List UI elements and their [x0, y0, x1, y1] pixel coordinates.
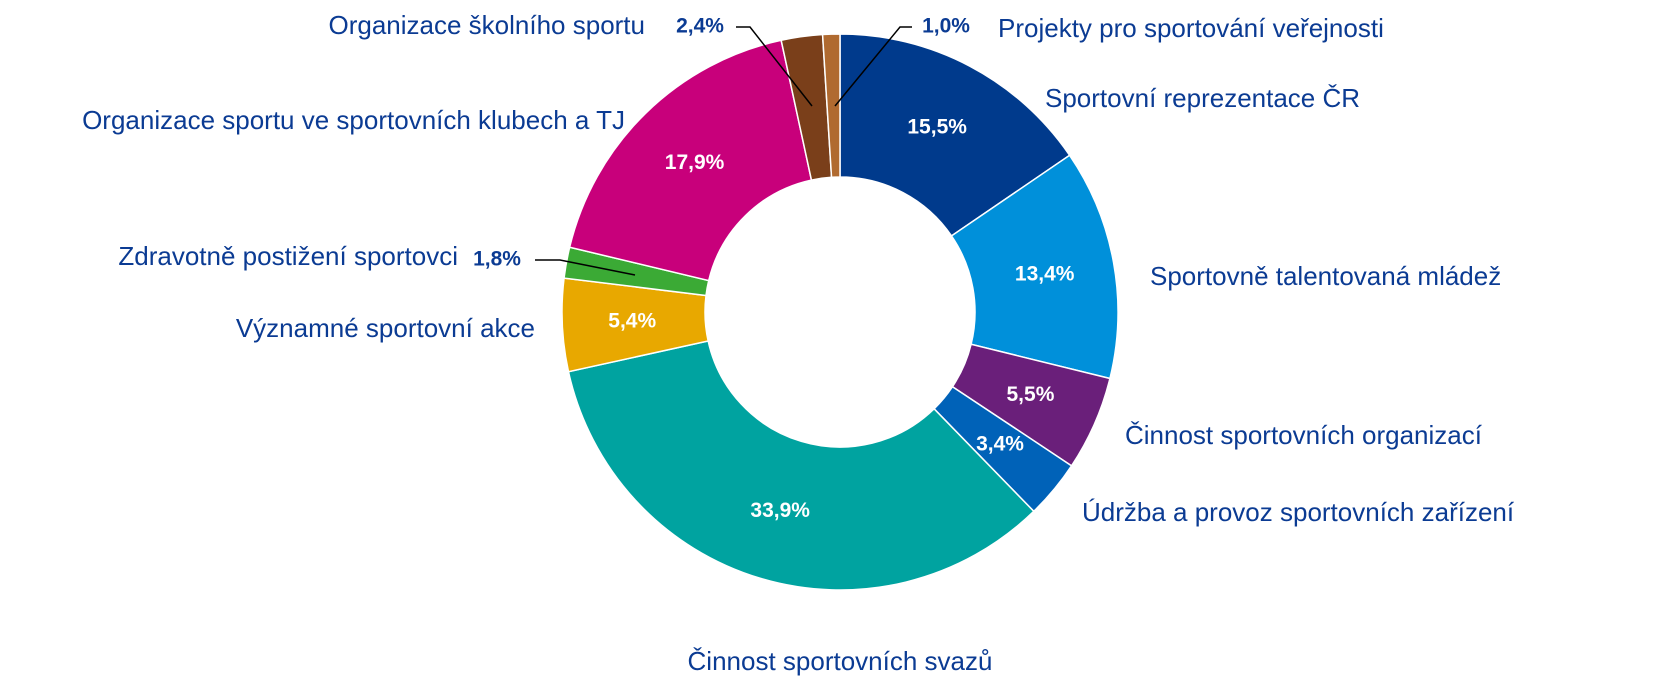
category-label: Významné sportovní akce	[236, 313, 535, 343]
donut-segment	[567, 340, 1035, 591]
value-label: 15,5%	[907, 116, 967, 139]
category-label: Organizace školního sportu	[328, 10, 645, 40]
value-label: 33,9%	[750, 499, 810, 522]
leader-line	[535, 259, 636, 276]
category-label: Činnost sportovních svazů	[688, 646, 993, 676]
leader-line	[834, 26, 912, 107]
category-label: Činnost sportovních organizací	[1125, 420, 1483, 450]
value-label: 2,4%	[676, 15, 724, 38]
category-label: Projekty pro sportování veřejnosti	[998, 13, 1384, 43]
donut-segment	[821, 33, 841, 179]
value-label: 1,8%	[473, 248, 521, 271]
value-label: 5,5%	[1007, 383, 1055, 406]
value-label: 13,4%	[1015, 263, 1075, 286]
category-label: Zdravotně postižení sportovci	[118, 241, 458, 271]
value-label: 5,4%	[608, 309, 656, 332]
donut-segment	[950, 154, 1119, 380]
leader-line	[736, 26, 813, 107]
category-label: Sportovní reprezentace ČR	[1045, 83, 1360, 113]
donut-segment	[568, 39, 813, 282]
donut-segment	[839, 33, 1071, 237]
value-label: 1,0%	[922, 15, 970, 38]
category-label: Sportovně talentovaná mládež	[1150, 261, 1501, 291]
value-label: 17,9%	[665, 151, 725, 174]
category-label: Organizace sportu ve sportovních klubech…	[82, 105, 625, 135]
value-label: 3,4%	[976, 432, 1024, 455]
category-label: Údržba a provoz sportovních zařízení	[1082, 497, 1515, 527]
